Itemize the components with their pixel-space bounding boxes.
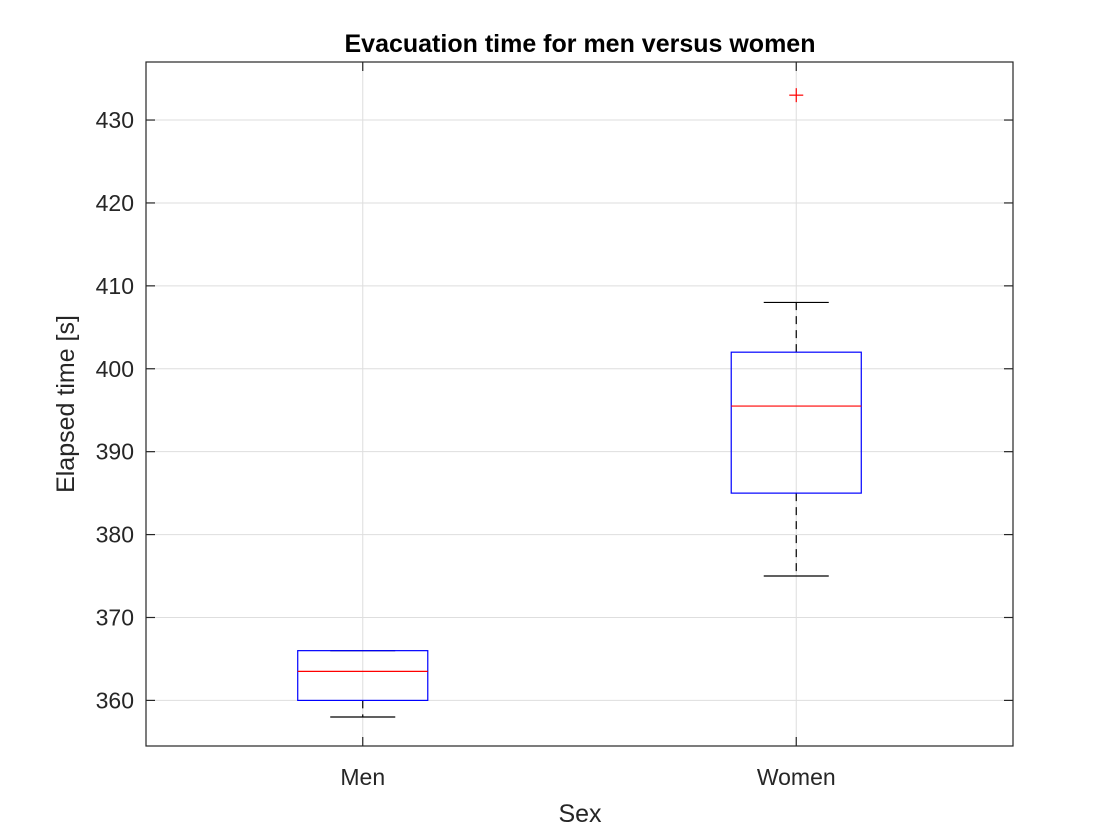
y-tick-label: 360 (96, 687, 134, 713)
y-axis-label: Elapsed time [s] (52, 315, 80, 493)
y-tick-label: 420 (96, 190, 134, 216)
box-women (730, 88, 862, 577)
y-tick-label: 410 (96, 273, 134, 299)
y-tick-label: 370 (96, 604, 134, 630)
grid-layer (146, 62, 1013, 746)
axes-frame (145, 61, 1014, 747)
boxes-layer (297, 88, 862, 718)
chart-title: Evacuation time for men versus women (345, 30, 816, 58)
box-men (297, 650, 429, 718)
x-tick-label: Men (340, 764, 385, 790)
y-tick-label: 400 (96, 356, 134, 382)
x-axis-label: Sex (558, 800, 602, 828)
y-tick-label: 430 (96, 107, 134, 133)
y-tick-label: 390 (96, 439, 134, 465)
box-iqr (730, 351, 862, 494)
outlier-marker (789, 88, 804, 103)
x-tick-label: Women (757, 764, 836, 790)
ticks-layer: 360 370 380 390 400 410 420 430 Men Women (96, 62, 1013, 790)
y-tick-label: 380 (96, 522, 134, 548)
box-iqr (297, 650, 429, 701)
